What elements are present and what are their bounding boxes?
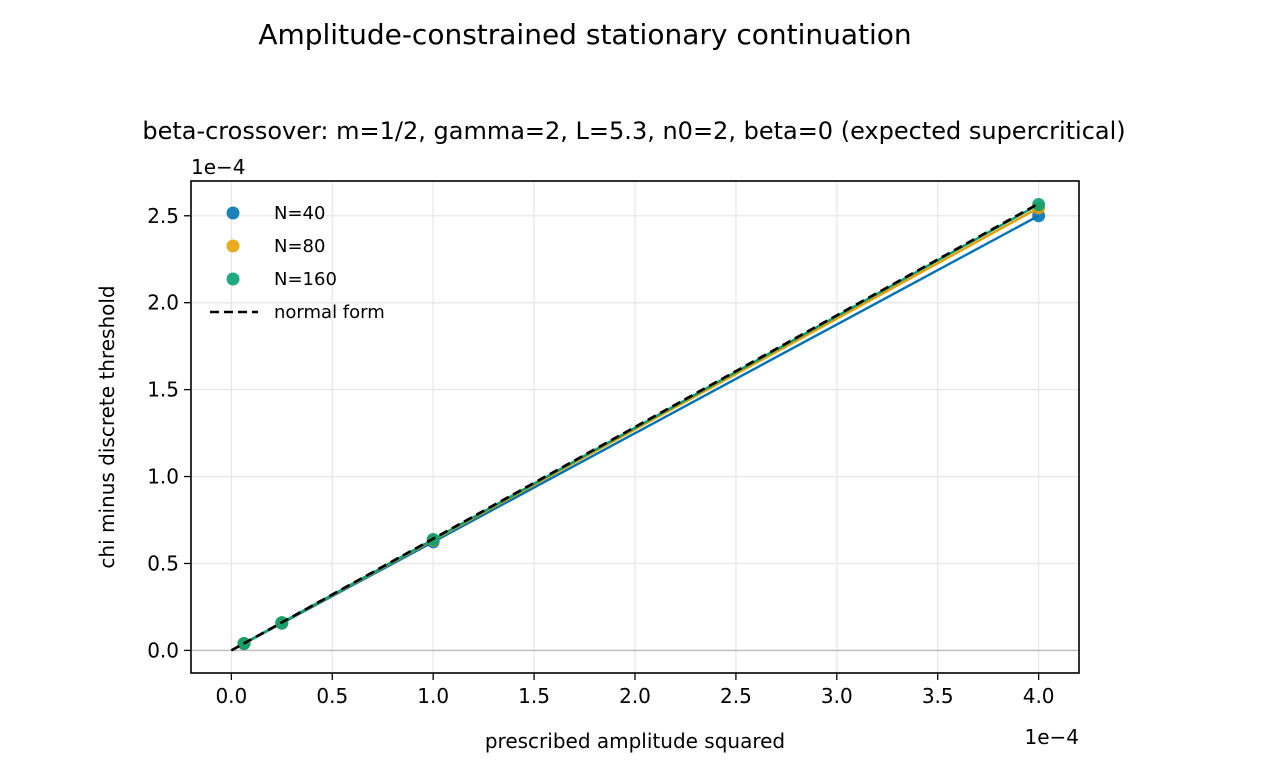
legend-label: N=160 [274,269,337,290]
y-offset-text: 1e−4 [191,155,246,179]
x-tick-label: 0.0 [215,684,247,708]
legend-marker [226,239,240,253]
y-tick-label: 2.0 [147,291,179,315]
x-tick-label: 1.0 [417,684,449,708]
y-tick-label: 1.5 [147,378,179,402]
y-axis-ticks: 0.0 0.5 1.0 1.5 2.0 2.5 [147,204,191,662]
y-tick-label: 0.0 [147,638,179,662]
x-tick-label: 3.5 [922,684,954,708]
figure-suptitle: Amplitude-constrained stationary continu… [258,18,911,51]
x-axis-label: prescribed amplitude squared [485,729,785,753]
x-tick-label: 1.5 [518,684,550,708]
x-tick-label: 2.5 [720,684,752,708]
y-tick-label: 2.5 [147,204,179,228]
chart-title: beta-crossover: m=1/2, gamma=2, L=5.3, n… [142,117,1125,145]
y-tick-label: 0.5 [147,551,179,575]
x-axis-ticks: 0.0 0.5 1.0 1.5 2.0 2.5 3.0 3.5 4.0 [215,673,1055,708]
x-tick-label: 3.0 [821,684,853,708]
legend: N=40 N=80 N=160 normal form [210,203,385,323]
x-tick-label: 0.5 [316,684,348,708]
legend-marker [226,206,240,220]
x-tick-label: 4.0 [1023,684,1055,708]
data-point-n-160 [1032,197,1046,211]
x-offset-text: 1e−4 [1024,725,1079,749]
y-tick-label: 1.0 [147,465,179,489]
legend-label: normal form [274,302,385,323]
x-tick-label: 2.0 [619,684,651,708]
legend-marker [226,272,240,286]
legend-label: N=80 [274,236,325,257]
y-axis-label: chi minus discrete threshold [95,285,119,568]
legend-label: N=40 [274,203,325,224]
